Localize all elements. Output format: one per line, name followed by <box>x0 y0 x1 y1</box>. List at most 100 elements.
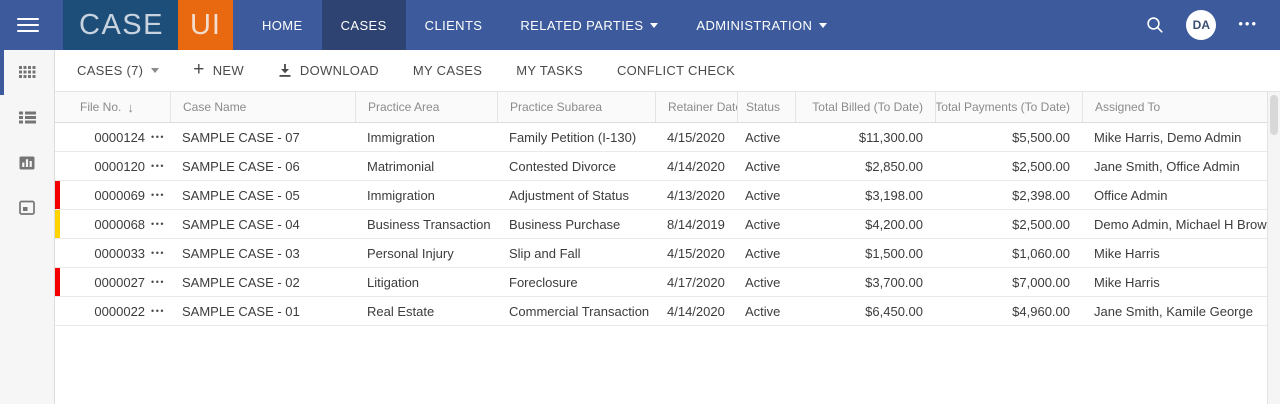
my-tasks-label: MY TASKS <box>516 63 583 78</box>
scrollbar-thumb[interactable] <box>1270 95 1278 135</box>
search-icon <box>1147 17 1163 33</box>
case-name-cell[interactable]: SAMPLE CASE - 07 <box>182 129 300 145</box>
total-payments-cell: $2,500.00 <box>1012 216 1070 232</box>
total-billed-cell: $2,850.00 <box>865 158 923 174</box>
retainer-date-cell: 4/13/2020 <box>667 187 725 203</box>
case-name-cell[interactable]: SAMPLE CASE - 04 <box>182 216 300 232</box>
app-logo[interactable]: CASE UI <box>63 0 233 50</box>
logo-primary-text: CASE <box>63 0 178 50</box>
sidebar-item-chart-view[interactable] <box>0 140 54 185</box>
column-header-assigned-to[interactable]: Assigned To <box>1082 92 1267 122</box>
case-name-cell[interactable]: SAMPLE CASE - 02 <box>182 274 300 290</box>
my-tasks-button[interactable]: MY TASKS <box>516 63 583 78</box>
download-button[interactable]: DOWNLOAD <box>278 63 379 78</box>
calendar-view-icon <box>19 200 35 215</box>
new-case-button[interactable]: + NEW <box>193 59 244 80</box>
table-row[interactable]: 0000027 ••• SAMPLE CASE - 02 Litigation … <box>55 268 1267 297</box>
logo-secondary-text: UI <box>177 0 233 50</box>
status-cell: Active <box>745 245 781 261</box>
practice-subarea-cell: Family Petition (I-130) <box>509 129 637 145</box>
table-row[interactable]: 0000120 ••• SAMPLE CASE - 06 Matrimonial… <box>55 152 1267 181</box>
case-name-cell[interactable]: SAMPLE CASE - 05 <box>182 187 300 203</box>
table-row[interactable]: 0000069 ••• SAMPLE CASE - 05 Immigration… <box>55 181 1267 210</box>
cases-toolbar: CASES (7) + NEW DOWNLOAD MY CASES <box>55 50 1280 92</box>
more-options-button[interactable]: ••• <box>1238 15 1258 31</box>
row-status-indicator <box>55 210 60 238</box>
file-no-cell[interactable]: 0000124 ••• <box>55 130 170 145</box>
table-row[interactable]: 0000068 ••• SAMPLE CASE - 04 Business Tr… <box>55 210 1267 239</box>
hamburger-icon <box>16 18 39 32</box>
nav-label: ADMINISTRATION <box>696 17 813 33</box>
table-header-row: File No. ↓ Case Name Practice Area Pract… <box>55 92 1267 123</box>
file-no-cell[interactable]: 0000033 ••• <box>55 246 170 261</box>
nav-label: CASES <box>340 17 387 33</box>
nav-item-home[interactable]: HOME <box>243 0 322 50</box>
retainer-date-cell: 4/14/2020 <box>667 303 725 319</box>
collection-selector[interactable]: CASES (7) <box>77 63 160 78</box>
row-status-indicator <box>55 239 60 267</box>
table-body: 0000124 ••• SAMPLE CASE - 07 Immigration… <box>55 123 1267 326</box>
table-row[interactable]: 0000124 ••• SAMPLE CASE - 07 Immigration… <box>55 123 1267 152</box>
case-name-cell[interactable]: SAMPLE CASE - 01 <box>182 303 300 319</box>
practice-area-cell: Immigration <box>367 129 435 145</box>
total-payments-cell: $2,500.00 <box>1012 158 1070 174</box>
status-cell: Active <box>745 187 781 203</box>
bar-chart-view-icon <box>19 156 35 169</box>
column-header-retainer-date[interactable]: Retainer Date <box>655 92 737 122</box>
nav-item-clients[interactable]: CLIENTS <box>406 0 502 50</box>
file-no-cell[interactable]: 0000068 ••• <box>55 217 170 232</box>
file-no-cell[interactable]: 0000027 ••• <box>55 275 170 290</box>
total-billed-cell: $3,700.00 <box>865 274 923 290</box>
plus-icon: + <box>193 59 205 80</box>
file-no-value: 0000068 <box>94 216 146 232</box>
conflict-check-button[interactable]: CONFLICT CHECK <box>617 63 735 78</box>
row-menu-dots-icon[interactable]: ••• <box>151 190 165 200</box>
file-no-cell[interactable]: 0000022 ••• <box>55 304 170 319</box>
user-avatar[interactable]: DA <box>1186 10 1217 40</box>
my-cases-button[interactable]: MY CASES <box>413 63 482 78</box>
search-button[interactable] <box>1146 16 1164 34</box>
column-header-status[interactable]: Status <box>737 92 795 122</box>
nav-item-administration[interactable]: ADMINISTRATION <box>677 0 846 50</box>
file-no-cell[interactable]: 0000120 ••• <box>55 159 170 174</box>
column-header-practice-subarea[interactable]: Practice Subarea <box>497 92 655 122</box>
total-payments-cell: $5,500.00 <box>1012 129 1070 145</box>
sidebar-item-list-view[interactable] <box>0 95 54 140</box>
practice-area-cell: Business Transaction <box>367 216 491 232</box>
column-header-case-name[interactable]: Case Name <box>170 92 355 122</box>
table-row[interactable]: 0000033 ••• SAMPLE CASE - 03 Personal In… <box>55 239 1267 268</box>
column-header-total-billed[interactable]: Total Billed (To Date) <box>795 92 935 122</box>
main-area: CASES (7) + NEW DOWNLOAD MY CASES <box>0 50 1280 404</box>
case-name-cell[interactable]: SAMPLE CASE - 03 <box>182 245 300 261</box>
column-header-file-no[interactable]: File No. ↓ <box>80 99 134 115</box>
case-name-cell[interactable]: SAMPLE CASE - 06 <box>182 158 300 174</box>
row-status-indicator <box>55 123 60 151</box>
assigned-to-cell: Mike Harris <box>1094 274 1160 290</box>
column-header-total-payments[interactable]: Total Payments (To Date) <box>935 92 1082 122</box>
row-menu-dots-icon[interactable]: ••• <box>151 161 165 171</box>
sidebar-item-grid-view[interactable] <box>0 50 54 95</box>
nav-item-cases[interactable]: CASES <box>321 0 406 50</box>
vertical-scrollbar[interactable] <box>1267 92 1280 404</box>
row-menu-dots-icon[interactable]: ••• <box>151 277 165 287</box>
retainer-date-cell: 4/15/2020 <box>667 129 725 145</box>
table-row[interactable]: 0000022 ••• SAMPLE CASE - 01 Real Estate… <box>55 297 1267 326</box>
status-cell: Active <box>745 129 781 145</box>
row-menu-dots-icon[interactable]: ••• <box>151 306 165 316</box>
row-menu-dots-icon[interactable]: ••• <box>151 219 165 229</box>
nav-item-related-parties[interactable]: RELATED PARTIES <box>501 0 677 50</box>
hamburger-menu-button[interactable] <box>0 0 55 50</box>
row-menu-dots-icon[interactable]: ••• <box>151 132 165 142</box>
file-no-value: 0000033 <box>94 245 146 261</box>
assigned-to-cell: Jane Smith, Kamile George <box>1094 303 1253 319</box>
practice-area-cell: Litigation <box>367 274 420 290</box>
column-header-practice-area[interactable]: Practice Area <box>355 92 497 122</box>
top-navigation-bar: CASE UI HOME CASES CLIENTS RELATED PARTI… <box>0 0 1280 50</box>
file-no-cell[interactable]: 0000069 ••• <box>55 188 170 203</box>
row-menu-dots-icon[interactable]: ••• <box>151 248 165 258</box>
practice-subarea-cell: Contested Divorce <box>509 158 616 174</box>
file-no-value: 0000124 <box>94 129 146 145</box>
sidebar-item-calendar-view[interactable] <box>0 185 54 230</box>
practice-area-cell: Immigration <box>367 187 435 203</box>
